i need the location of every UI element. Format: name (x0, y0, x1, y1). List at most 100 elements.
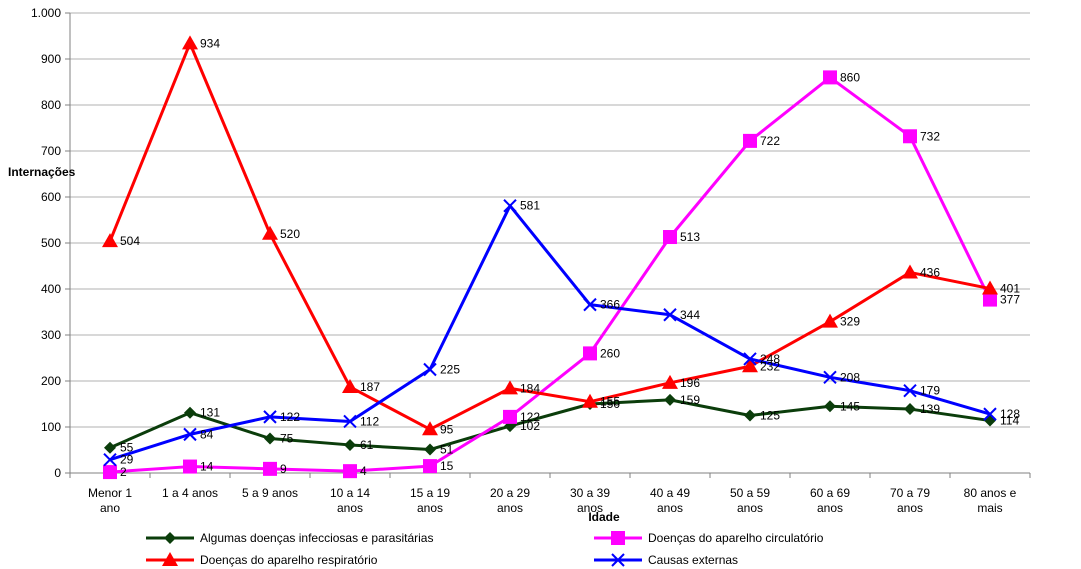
data-label: 329 (840, 315, 860, 329)
data-point (823, 370, 837, 385)
data-point (183, 427, 197, 442)
data-label: 520 (280, 227, 300, 241)
x-tick-label-line: mais (977, 501, 1002, 515)
data-point (583, 346, 597, 361)
x-tick-label-line: anos (737, 501, 763, 515)
data-label: 722 (760, 134, 780, 148)
data-point (423, 459, 437, 474)
y-tick-label: 1.000 (31, 6, 61, 20)
data-point (502, 380, 518, 395)
x-tick-label-line: Menor 1 (88, 486, 132, 500)
data-label: 344 (680, 308, 700, 322)
data-label: 436 (920, 265, 940, 279)
legend-label: Algumas doenças infecciosas e parasitári… (200, 531, 433, 545)
data-label: 145 (840, 399, 860, 413)
x-tick-label: 30 a 39 anos (570, 486, 610, 515)
data-label: 122 (280, 410, 300, 424)
x-tick-label-line: 10 a 14 (330, 486, 370, 500)
x-tick-label-line: anos (497, 501, 523, 515)
y-tick-label: 300 (41, 328, 61, 342)
data-label: 860 (840, 70, 860, 84)
data-label: 225 (440, 363, 460, 377)
legend: Algumas doenças infecciosas e parasitári… (146, 531, 824, 567)
x-tick-label-line: 60 a 69 (810, 486, 850, 500)
x-tick-label-line: 30 a 39 (570, 486, 610, 500)
data-label: 196 (680, 376, 700, 390)
data-point (743, 133, 757, 148)
data-label: 159 (680, 393, 700, 407)
data-point (663, 230, 677, 245)
data-point (823, 70, 837, 85)
data-point (982, 280, 998, 295)
data-label: 366 (600, 298, 620, 312)
x-tick-label-line: 80 anos e (964, 486, 1017, 500)
data-label: 377 (1000, 293, 1020, 307)
x-tick-label-line: 20 a 29 (490, 486, 530, 500)
y-tick-label: 800 (41, 98, 61, 112)
data-point (424, 443, 436, 456)
x-tick-label: 1 a 4 anos (162, 486, 218, 500)
data-label: 84 (200, 427, 214, 441)
data-point (103, 465, 117, 480)
x-tick-label: 60 a 69 anos (810, 486, 850, 515)
legend-label: Doenças do aparelho circulatório (648, 531, 824, 545)
x-tick-label: 70 a 79 anos (890, 486, 930, 515)
data-label: 9 (280, 462, 287, 476)
data-point (902, 264, 918, 279)
data-label: 155 (600, 395, 620, 409)
y-tick-label: 400 (41, 282, 61, 296)
series-line (108, 41, 991, 431)
data-point (262, 225, 278, 240)
data-point-stroke (103, 452, 117, 467)
data-label: 55 (120, 441, 134, 455)
data-point (422, 421, 438, 436)
data-label: 513 (680, 230, 700, 244)
x-tick-label-line: anos (897, 501, 923, 515)
x-tick-label-line: 15 a 19 (410, 486, 450, 500)
x-tick-label-line: anos (417, 501, 443, 515)
data-point (611, 553, 625, 567)
data-label: 122 (520, 410, 540, 424)
data-label: 581 (520, 199, 540, 213)
data-label: 2 (120, 465, 127, 479)
data-point (423, 362, 437, 377)
data-label: 29 (120, 453, 134, 467)
legend-item: Algumas doenças infecciosas e parasitári… (146, 531, 433, 545)
data-point (343, 464, 357, 479)
data-point (164, 532, 176, 544)
data-point (583, 297, 597, 312)
x-tick-label-line: 5 a 9 anos (242, 486, 298, 500)
data-point (263, 461, 277, 476)
data-point (611, 531, 625, 545)
data-point-stroke (983, 407, 997, 421)
data-label: 114 (1000, 414, 1019, 428)
data-label: 4 (360, 464, 367, 478)
x-tick-label: 5 a 9 anos (242, 486, 298, 500)
data-label: 61 (360, 438, 374, 452)
data-point (503, 409, 517, 424)
x-tick-label: 10 a 14 anos (330, 486, 370, 515)
data-label: 504 (120, 234, 140, 248)
gridlines (65, 12, 1030, 474)
data-point-stroke (583, 297, 597, 312)
data-point (742, 358, 758, 373)
series (102, 35, 998, 436)
data-label: 139 (920, 402, 940, 416)
data-label: 95 (440, 422, 454, 436)
y-tick-label: 0 (54, 466, 61, 480)
data-label: 184 (520, 381, 540, 395)
data-point (344, 438, 356, 451)
x-tick-label: 15 a 19 anos (410, 486, 450, 515)
data-label: 51 (440, 443, 454, 457)
x-tick-label: 50 a 59 anos (730, 486, 770, 515)
data-label: 131 (200, 406, 220, 420)
data-label: 187 (360, 380, 380, 394)
data-point-stroke (343, 414, 357, 429)
data-label: 125 (760, 409, 780, 423)
data-label: 248 (760, 352, 780, 366)
data-point (104, 441, 116, 454)
data-point-stroke (823, 370, 837, 385)
data-label: 732 (920, 129, 940, 143)
x-axis-title: Idade (588, 510, 620, 524)
data-point (342, 378, 358, 393)
